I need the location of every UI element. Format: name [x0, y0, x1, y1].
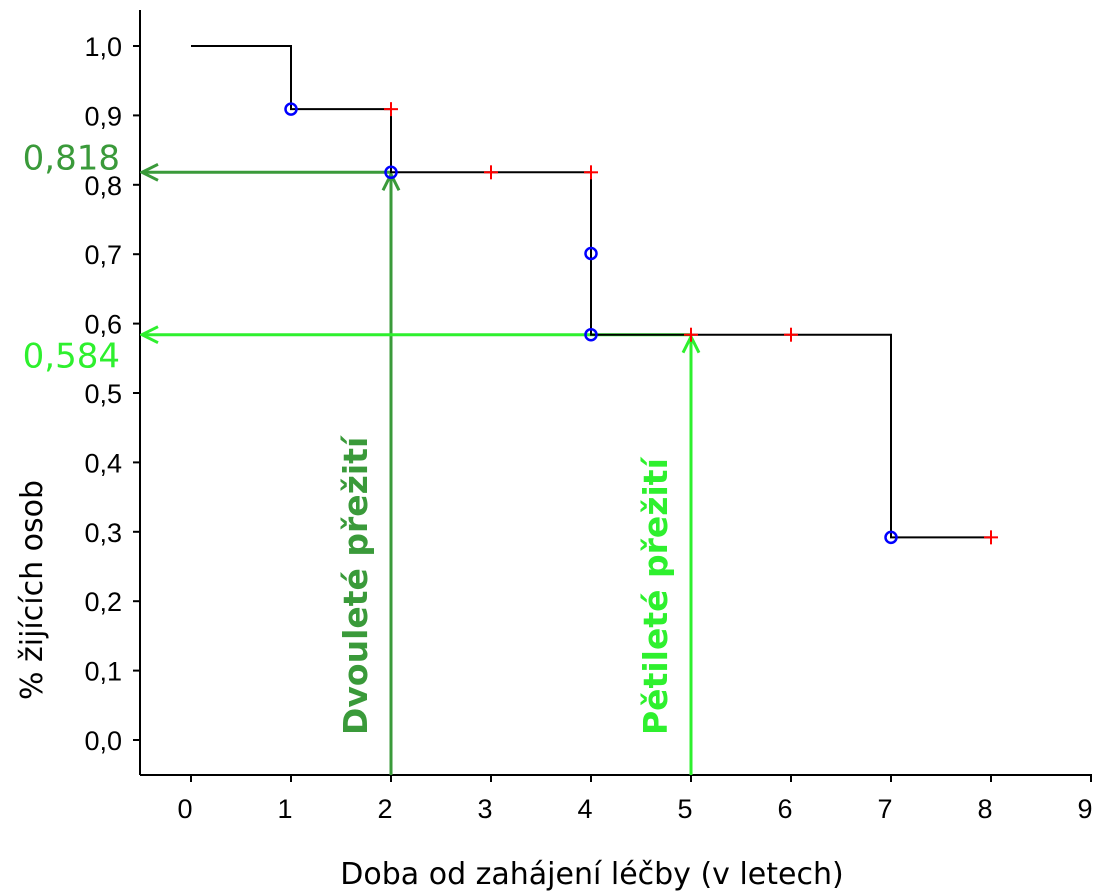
y-tick-label: 0,8	[84, 171, 122, 201]
censored-marker	[984, 530, 998, 545]
x-tick-label: 3	[477, 794, 492, 824]
y-tick-label: 0,0	[84, 726, 122, 756]
x-axis-title: Doba od zahájení léčby (v letech)	[340, 857, 843, 892]
x-tick-label: 9	[1077, 794, 1092, 824]
y-axis-title: % žijících osob	[15, 480, 50, 700]
censored-marker	[484, 165, 498, 180]
x-tick-label: 2	[377, 794, 392, 824]
annotation-label: Pětileté přežití	[636, 456, 675, 735]
x-axis-ticks: 0 1 2 3 4 5 6 7 8 9	[177, 775, 1093, 824]
x-tick-label: 8	[977, 794, 992, 824]
event-marker	[884, 530, 898, 545]
x-tick-label: 7	[877, 794, 892, 824]
x-tick-label: 5	[677, 794, 692, 824]
x-tick-label: 4	[577, 794, 592, 824]
censored-marker	[784, 327, 798, 342]
y-tick-label: 0,5	[84, 379, 122, 409]
y-tick-label: 1,0	[84, 32, 122, 62]
x-tick-label: 6	[777, 794, 792, 824]
annotation-value: 0,584	[23, 337, 120, 377]
y-tick-label: 0,4	[84, 448, 122, 478]
annotation-value: 0,818	[23, 138, 120, 178]
y-tick-label: 0,9	[84, 101, 122, 131]
plot-frame	[139, 10, 1092, 776]
survival-series	[191, 45, 998, 545]
y-tick-label: 0,7	[84, 240, 122, 270]
censored-marker	[684, 327, 698, 342]
y-tick-label: 0,1	[84, 657, 122, 687]
y-axis-ticks: 0,0 0,1 0,2 0,3 0,4 0,5 0,6 0,7 0,8 0,9 1,0	[84, 32, 140, 756]
x-tick-label: 1	[277, 794, 292, 824]
y-tick-label: 0,2	[84, 587, 122, 617]
y-tick-label: 0,3	[84, 518, 122, 548]
event-marker	[584, 246, 598, 261]
survival-step-line	[191, 45, 991, 539]
annotation-arrows	[142, 172, 691, 775]
event-marker	[284, 102, 298, 116]
annotation-label: Dvouleté přežití	[336, 435, 375, 735]
censored-marker	[384, 102, 398, 117]
censored-marker	[584, 165, 598, 180]
y-tick-label: 0,6	[84, 310, 122, 340]
event-marker	[384, 165, 398, 180]
event-marker	[584, 327, 598, 342]
x-tick-label: 0	[177, 794, 192, 824]
annotation-labels: 0,818 Dvouleté přežití 0,584 Pětileté přeži…	[23, 138, 675, 735]
